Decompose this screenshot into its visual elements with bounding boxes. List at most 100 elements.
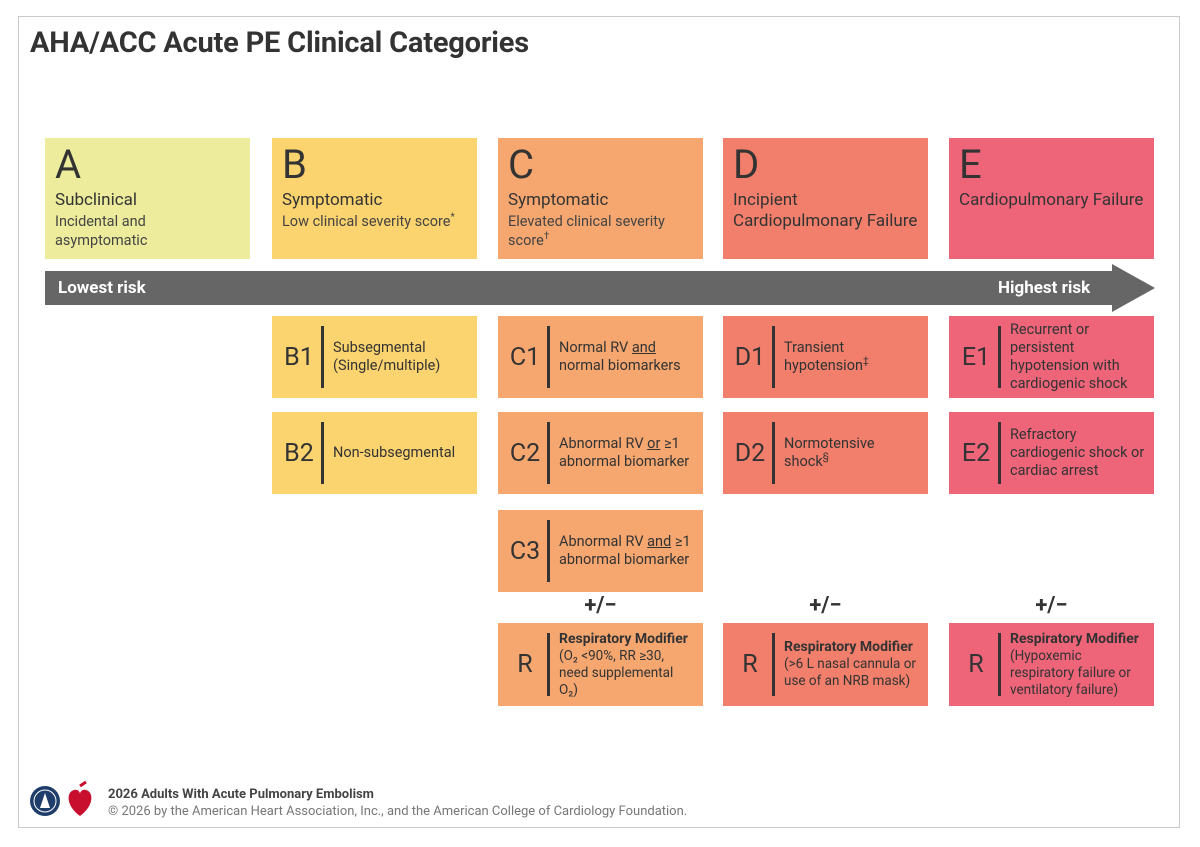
modifier-sign: +/− bbox=[809, 593, 842, 618]
modifier-text-wrap: Respiratory Modifier (>6 L nasal cannula … bbox=[784, 623, 920, 706]
subcategory-text-after: ≥1 abnormal biomarker bbox=[559, 435, 690, 470]
subcategory-code: B2 bbox=[284, 438, 314, 468]
subcategory-box: C3 Abnormal RV and ≥1 abnormal biomarker bbox=[498, 510, 703, 592]
divider bbox=[772, 326, 775, 388]
subcategory-text: Abnormal RV and ≥1 abnormal biomarker bbox=[559, 533, 695, 569]
subcategory-text-before: Normal RV bbox=[559, 339, 629, 356]
subcategory-text-wrap: Abnormal RV or ≥1 abnormal biomarker bbox=[559, 412, 695, 494]
subcategory-text-after: normal biomarkers bbox=[559, 357, 681, 374]
category-name: Subclinical bbox=[55, 190, 137, 210]
modifier-detail: (Hypoxemic respiratory failure or ventil… bbox=[1010, 647, 1131, 698]
category-box: C Symptomatic Elevated clinical severity s… bbox=[498, 138, 703, 259]
modifier-text-wrap: Respiratory Modifier (O₂ <90%, RR ≥30, ne… bbox=[559, 623, 695, 706]
subcategory-text-before: Abnormal RV bbox=[559, 533, 644, 550]
subcategory-text-wrap: Non-subsegmental bbox=[333, 412, 469, 494]
subcategory-text: Subsegmental (Single/multiple) bbox=[333, 339, 469, 375]
category-name: Symptomatic bbox=[508, 190, 609, 210]
subcategory-code: E1 bbox=[961, 342, 991, 372]
divider bbox=[772, 422, 775, 484]
modifier-box: R Respiratory Modifier (O₂ <90%, RR ≥30, n… bbox=[498, 623, 703, 706]
subcategory-text-after: ≥1 abnormal biomarker bbox=[559, 533, 691, 568]
frame bbox=[18, 16, 1180, 828]
divider bbox=[321, 422, 324, 484]
description-text: Elevated clinical severity score bbox=[508, 213, 665, 249]
subcategory-code: B1 bbox=[284, 342, 314, 372]
category-letter: E bbox=[959, 141, 982, 188]
modifier-code: R bbox=[742, 650, 758, 679]
risk-arrow bbox=[45, 264, 1155, 312]
divider bbox=[547, 422, 550, 484]
subcategory-box: D1 Transient hypotension‡ bbox=[723, 316, 928, 398]
subcategory-box: B2 Non-subsegmental bbox=[272, 412, 477, 494]
subcategory-text-emphasis: and bbox=[631, 339, 656, 356]
subcategory-text: Refractory cardiogenic shock or cardiac … bbox=[1010, 426, 1145, 479]
modifier-box: R Respiratory Modifier (>6 L nasal cannula… bbox=[723, 623, 928, 706]
modifier-text-wrap: Respiratory Modifier (Hypoxemic respirato… bbox=[1010, 623, 1146, 706]
modifier-sign: +/− bbox=[1035, 593, 1068, 618]
subcategory-code: D2 bbox=[734, 438, 766, 468]
modifier-text: Respiratory Modifier (O₂ <90%, RR ≥30, ne… bbox=[559, 631, 695, 699]
category-name: Incipient Cardiopulmonary Failure bbox=[733, 190, 918, 231]
subcategory-text-before: Abnormal RV bbox=[559, 435, 644, 452]
subcategory-text-wrap: Abnormal RV and ≥1 abnormal biomarker bbox=[559, 510, 695, 592]
divider bbox=[547, 326, 550, 388]
subcategory-box: C1 Normal RV and normal biomarkers bbox=[498, 316, 703, 398]
subcategory-text: Recurrent or persistent hypotension with… bbox=[1010, 321, 1146, 393]
subcategory-box: D2 Normotensive shock§ bbox=[723, 412, 928, 494]
subcategory-text: Subsegmental (Single/multiple) bbox=[333, 339, 441, 374]
modifier-detail: (O₂ <90%, RR ≥30, need supplemental O₂) bbox=[559, 647, 674, 698]
subcategory-box: E2 Refractory cardiogenic shock or cardia… bbox=[949, 412, 1154, 494]
subcategory-text-emphasis: or bbox=[647, 435, 661, 452]
subcategory-text-wrap: Refractory cardiogenic shock or cardiac … bbox=[1010, 412, 1146, 494]
category-letter: B bbox=[282, 141, 307, 188]
divider bbox=[321, 326, 324, 388]
subcategory-code: C3 bbox=[509, 536, 541, 566]
subcategory-text: Refractory cardiogenic shock or cardiac … bbox=[1010, 426, 1146, 480]
modifier-code: R bbox=[517, 650, 533, 679]
subcategory-code: E2 bbox=[961, 438, 991, 468]
subcategory-text: Non-subsegmental bbox=[333, 444, 456, 461]
category-box: D Incipient Cardiopulmonary Failure bbox=[723, 138, 928, 259]
description-text: Incidental and asymptomatic bbox=[55, 213, 148, 249]
footer-copyright: © 2026 by the American Heart Association… bbox=[108, 804, 688, 819]
title: AHA/ACC Acute PE Clinical Categories bbox=[30, 26, 529, 60]
subcategory-code: D1 bbox=[734, 342, 766, 372]
description-text: Low clinical severity score bbox=[282, 213, 451, 230]
subcategory-footnote: § bbox=[822, 452, 829, 464]
subcategory-text-wrap: Normotensive shock§ bbox=[784, 412, 920, 494]
subcategory-footnote: ‡ bbox=[863, 356, 869, 368]
modifier-title: Respiratory Modifier bbox=[1010, 630, 1139, 647]
category-letter: D bbox=[733, 141, 760, 188]
modifier-text: Respiratory Modifier (Hypoxemic respirato… bbox=[1010, 631, 1146, 699]
subcategory-box: C2 Abnormal RV or ≥1 abnormal biomarker bbox=[498, 412, 703, 494]
subcategory-text-wrap: Recurrent or persistent hypotension with… bbox=[1010, 316, 1146, 398]
acc-logo bbox=[68, 780, 92, 816]
subcategory-text: Transient hypotension bbox=[784, 339, 863, 374]
subcategory-text-wrap: Normal RV and normal biomarkers bbox=[559, 316, 695, 398]
modifier-sign: +/− bbox=[584, 593, 617, 618]
category-description: Low clinical severity score* bbox=[282, 212, 467, 231]
subcategory-text: Non-subsegmental bbox=[333, 444, 469, 462]
category-box: E Cardiopulmonary Failure bbox=[949, 138, 1154, 259]
category-letter: C bbox=[508, 141, 535, 188]
subcategory-text-emphasis: and bbox=[647, 533, 672, 550]
divider bbox=[998, 633, 1001, 696]
subcategory-text: Normotensive shock bbox=[784, 435, 875, 470]
description-footnote: * bbox=[450, 212, 455, 224]
footer-title: 2026 Adults With Acute Pulmonary Embolis… bbox=[108, 787, 374, 802]
modifier-detail: (>6 L nasal cannula or use of an NRB mas… bbox=[784, 656, 916, 689]
modifier-box: R Respiratory Modifier (Hypoxemic respirat… bbox=[949, 623, 1154, 706]
subcategory-text: Recurrent or persistent hypotension with… bbox=[1010, 321, 1128, 392]
subcategory-text-wrap: Subsegmental (Single/multiple) bbox=[333, 316, 469, 398]
category-name: Symptomatic bbox=[282, 190, 383, 210]
divider bbox=[998, 326, 1001, 388]
divider bbox=[772, 633, 775, 696]
subcategory-text: Normotensive shock§ bbox=[784, 435, 920, 471]
description-footnote: † bbox=[543, 231, 550, 243]
subcategory-code: C1 bbox=[509, 342, 541, 372]
divider bbox=[998, 422, 1001, 484]
divider bbox=[547, 633, 550, 696]
category-box: B Symptomatic Low clinical severity score* bbox=[272, 138, 477, 259]
